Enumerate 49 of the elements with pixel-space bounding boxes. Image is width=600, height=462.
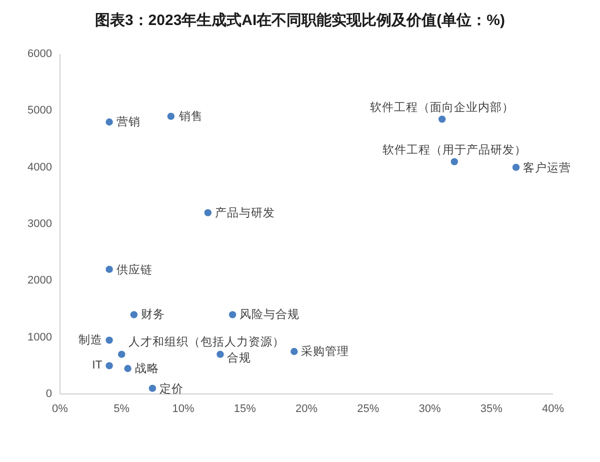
point (438, 116, 446, 123)
annotation: 采购管理 (301, 345, 350, 358)
annotation: 合规 (227, 351, 252, 364)
x-tick-label: 5% (114, 403, 130, 415)
x-tick-label: 10% (172, 403, 194, 415)
annotation: 制造 (78, 334, 102, 347)
y-tick-label: 4000 (28, 161, 52, 174)
annotation: 软件工程（面向企业内部） (370, 100, 514, 114)
annotation: 销售 (178, 110, 203, 123)
x-tick-label: 35% (480, 403, 503, 415)
annotation: IT (92, 360, 102, 372)
x-tick-label: 30% (418, 403, 441, 415)
point (512, 164, 520, 171)
annotation: 风险与合规 (240, 308, 300, 322)
point (450, 158, 458, 166)
annotation: 定价 (159, 381, 184, 396)
point (204, 209, 212, 216)
point (228, 311, 236, 318)
point (130, 311, 138, 318)
point (167, 112, 175, 120)
y-tick-label: 0 (46, 388, 52, 400)
point (124, 364, 132, 372)
annotation: 供应链 (116, 262, 152, 276)
y-tick-label: 5000 (28, 104, 52, 117)
point (216, 350, 224, 358)
x-tick-label: 40% (542, 403, 564, 415)
x-tick-label: 15% (234, 403, 256, 415)
point (106, 336, 113, 344)
x-tick-label: 25% (357, 403, 380, 415)
y-tick-label: 6000 (28, 48, 52, 60)
point (106, 362, 113, 370)
annotation: 客户运营 (523, 160, 572, 174)
annotation: 财务 (140, 308, 165, 322)
point (148, 384, 156, 392)
annotation: 人才和组织（包括人力资源） (128, 335, 285, 348)
y-tick-label: 2000 (28, 274, 52, 287)
annotation: 营销 (116, 116, 140, 128)
x-tick-label: 0% (52, 403, 68, 415)
annotation: 软件工程（用于产品研发） (382, 142, 526, 157)
point (106, 118, 113, 126)
annotation: 战略 (134, 362, 159, 375)
x-tick-label: 20% (295, 403, 318, 415)
y-tick-label: 3000 (28, 218, 52, 230)
chart-title: 图表3：2023年生成式AI在不同职能实现比例及价值(单位：%) (94, 11, 506, 29)
point (118, 350, 126, 358)
point (290, 348, 298, 356)
point (106, 266, 113, 273)
y-tick-label: 1000 (28, 331, 52, 344)
annotation: 产品与研发 (214, 206, 275, 220)
